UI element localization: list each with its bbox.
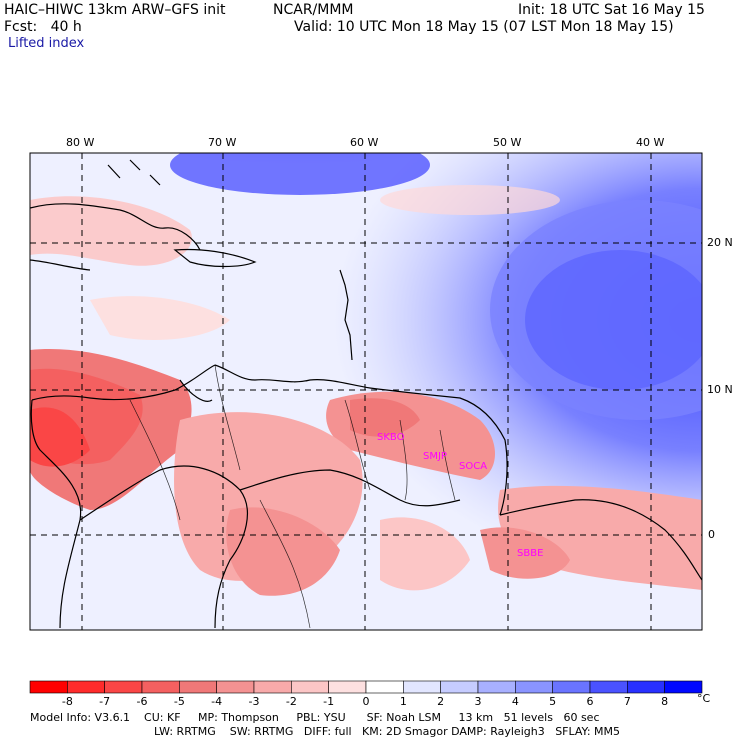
borders	[129, 364, 456, 629]
colorbar-swatch	[104, 680, 143, 694]
colorbar-tick-label: -6	[136, 695, 148, 708]
init-time: Init: 18 UTC Sat 16 May 15	[518, 2, 705, 18]
lon-label: 50 W	[493, 136, 522, 149]
forecast-hour: Fcst: 40 h	[4, 19, 82, 35]
colorbar-tick-label: -7	[99, 695, 111, 708]
station-label-sbbe: SBBE	[517, 548, 544, 559]
colorbar-tick-label: 4	[511, 695, 519, 708]
colorbar-tick-label: -8	[61, 695, 73, 708]
colorbar-tick-label: -4	[211, 695, 223, 708]
model-info-line2: LW: RRTMG SW: RRTMG DIFF: full KM: 2D Sm…	[154, 725, 620, 738]
colorbar-swatch	[328, 680, 367, 694]
colorbar-swatch	[515, 680, 553, 694]
colorbar-unit: °C	[697, 692, 711, 705]
station-label-smjp: SMJP	[423, 451, 447, 462]
colorbar-swatch	[365, 680, 404, 694]
colorbar-swatch	[216, 680, 255, 694]
colorbar-tick-label: 3	[474, 695, 482, 708]
colorbar-swatch	[589, 680, 628, 694]
colorbar-swatch	[291, 680, 329, 694]
lon-label: 60 W	[350, 136, 379, 149]
model-title: HAIC–HIWC 13km ARW–GFS init	[4, 2, 226, 18]
map-frame	[29, 152, 703, 631]
colorbar-swatch	[179, 680, 217, 694]
colorbar-tick-label: 2	[437, 695, 445, 708]
colorbar-tick-label: -1	[323, 695, 335, 708]
station-label-skbo: SKBO	[377, 432, 405, 443]
colorbar-swatch	[29, 680, 68, 694]
colorbar-swatch	[67, 680, 105, 694]
colorbar-tick-label: -5	[173, 695, 185, 708]
colorbar-tick-label: -3	[248, 695, 260, 708]
colorbar-tick-label: 7	[623, 695, 631, 708]
org-label: NCAR/MMM	[273, 2, 354, 18]
lon-label: 80 W	[66, 136, 95, 149]
colorbar-tick-label: 6	[586, 695, 594, 708]
colorbar-tick-label: 0	[362, 695, 370, 708]
colorbar-swatch	[403, 680, 441, 694]
colorbar-swatch	[440, 680, 479, 694]
lat-label: 20 N	[707, 236, 733, 249]
colorbar-swatch	[141, 680, 180, 694]
field-name: Lifted index	[8, 36, 85, 51]
lat-label: 0	[708, 528, 715, 541]
colorbar-swatch	[552, 680, 591, 694]
coastlines	[30, 159, 702, 629]
model-info-line1: Model Info: V3.6.1 CU: KF MP: Thompson P…	[30, 711, 600, 724]
colorbar-swatch	[627, 680, 665, 694]
lon-label: 40 W	[636, 136, 665, 149]
colorbar-tick-label: 8	[661, 695, 669, 708]
station-label-soca: SOCA	[459, 461, 488, 472]
unstable-regions	[30, 196, 702, 596]
valid-time: Valid: 10 UTC Mon 18 May 15 (07 LST Mon …	[294, 19, 674, 35]
colorbar	[29, 680, 703, 694]
lat-label: 10 N	[707, 383, 733, 396]
colorbar-tick-label: 1	[399, 695, 407, 708]
lon-label: 70 W	[208, 136, 237, 149]
colorbar-swatch	[664, 680, 703, 694]
colorbar-tick-label: -2	[285, 695, 297, 708]
colorbar-tick-label: 5	[549, 695, 557, 708]
colorbar-swatch	[477, 680, 516, 694]
lat-lon-grid	[30, 153, 702, 630]
colorbar-swatch	[253, 680, 292, 694]
